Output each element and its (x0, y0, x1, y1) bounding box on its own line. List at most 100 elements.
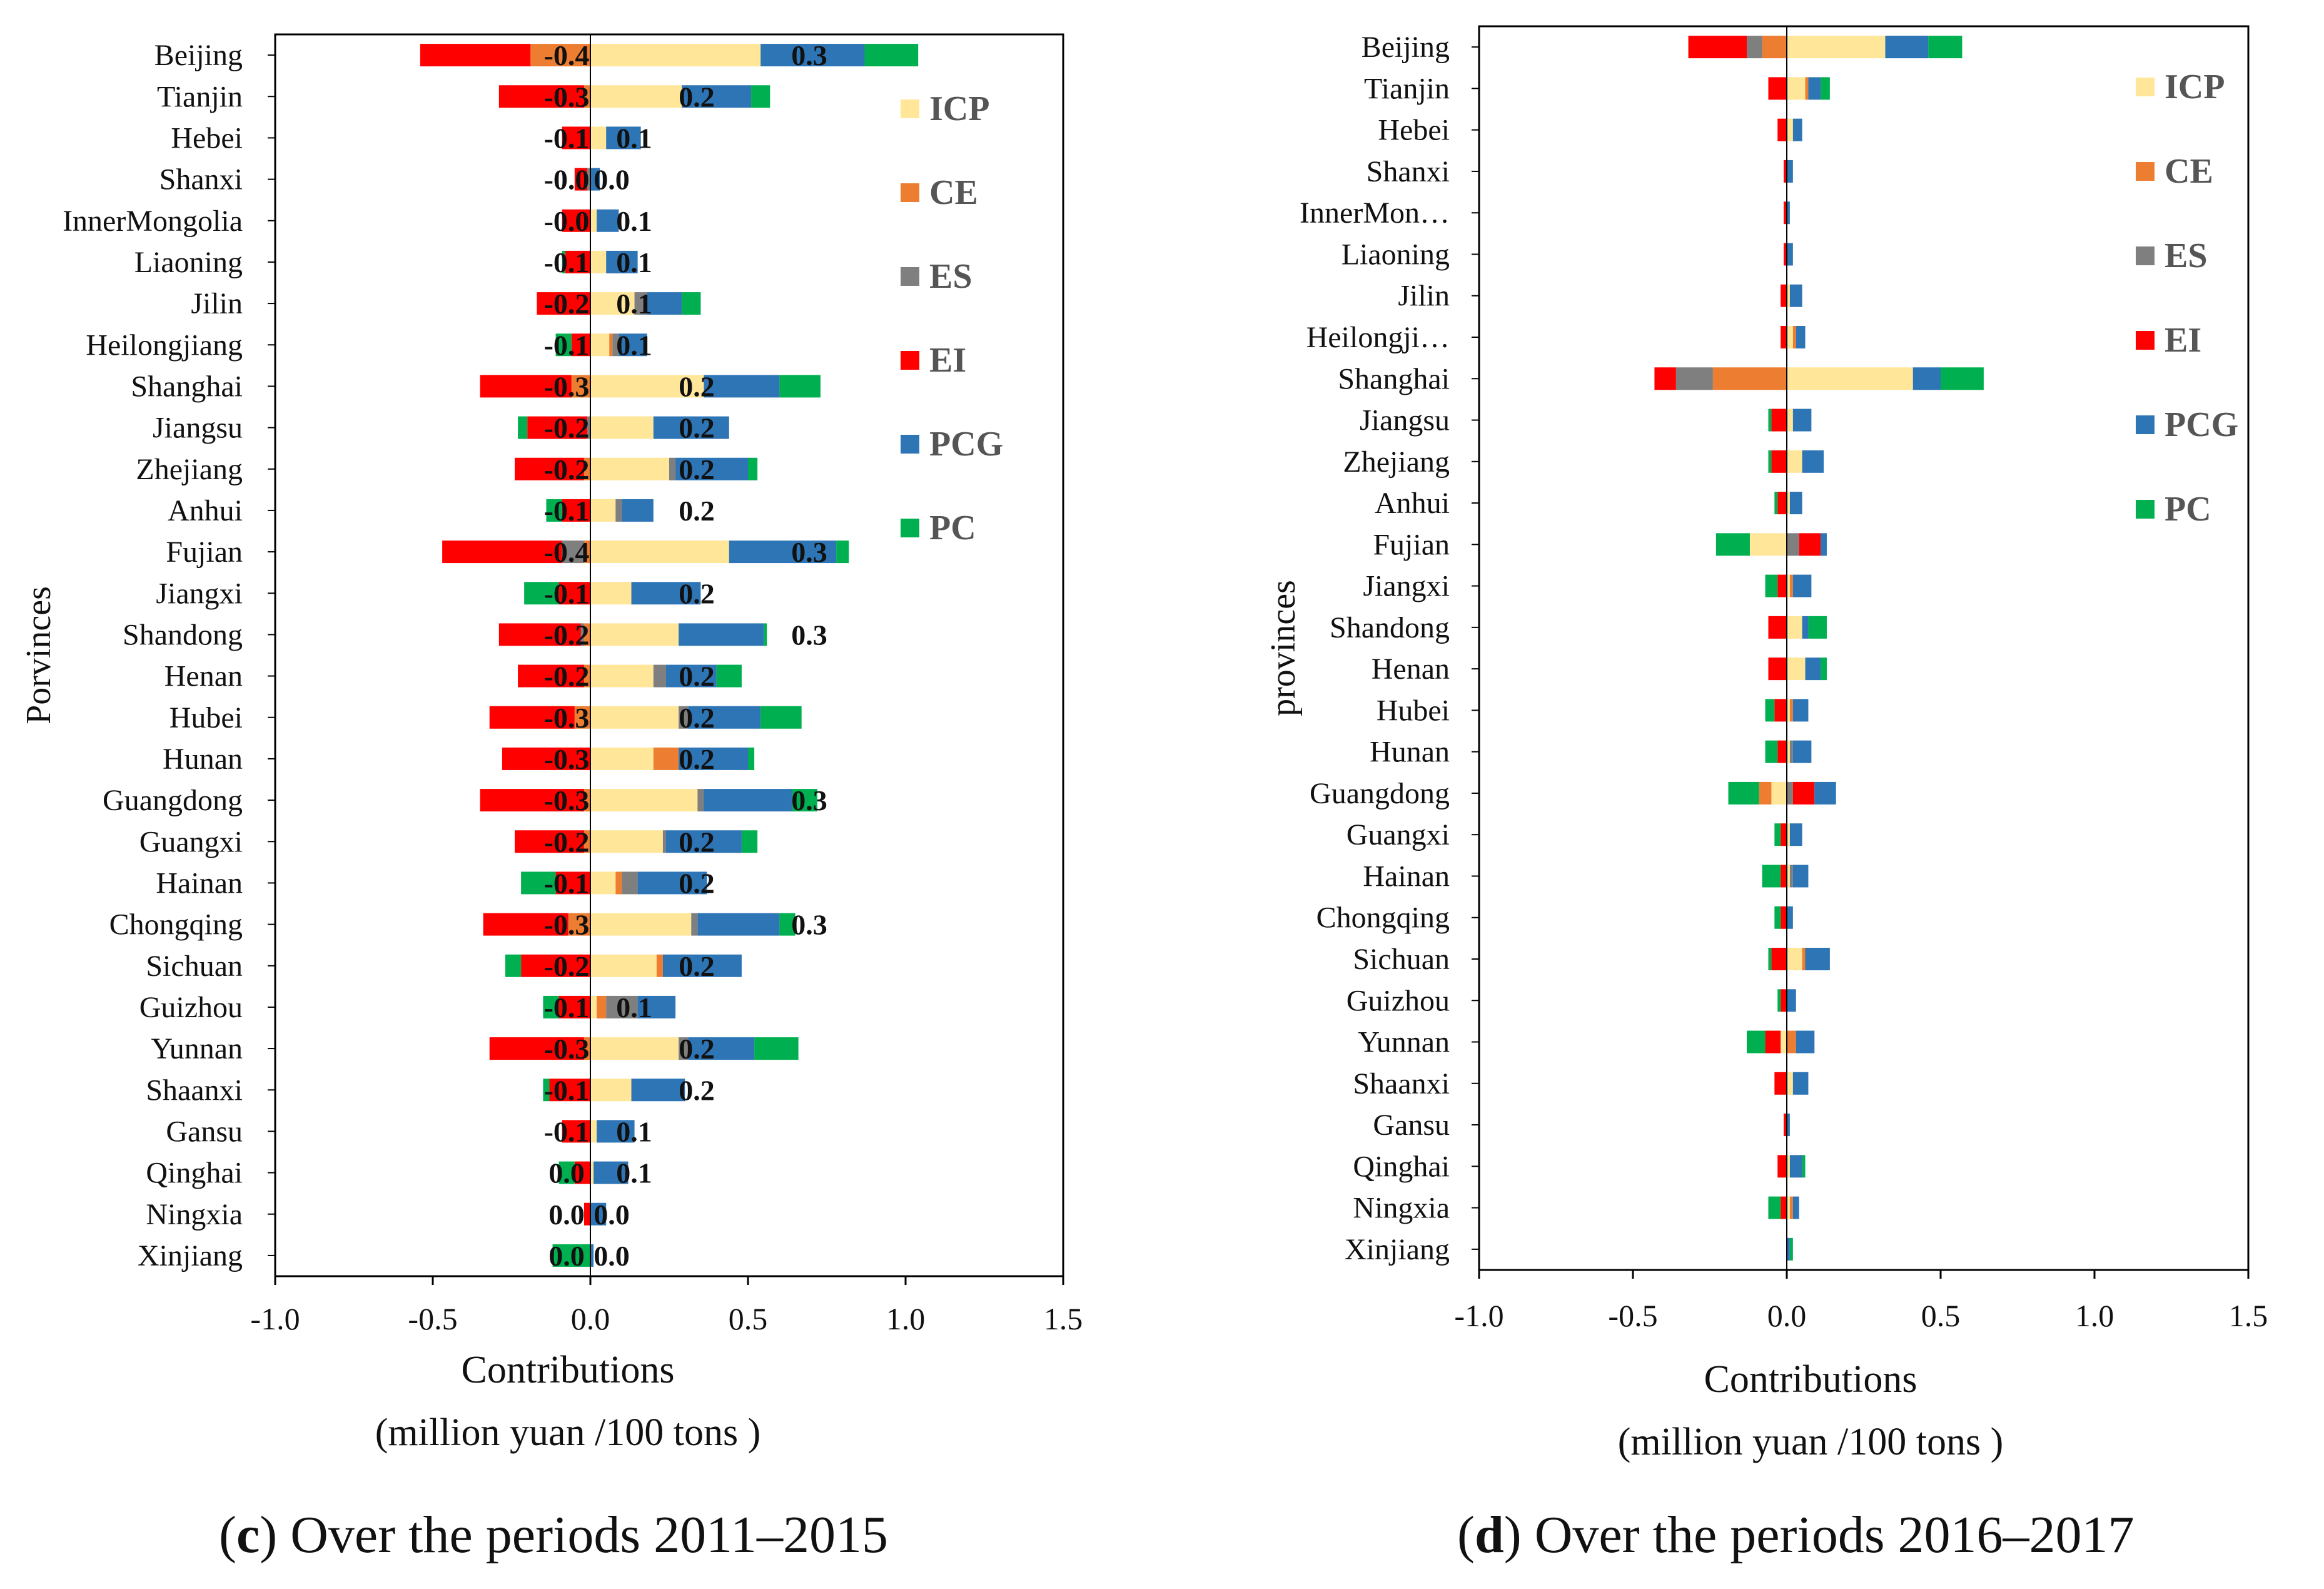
bar-segment-ei (1768, 77, 1787, 100)
bar-segment-es (691, 913, 698, 936)
legend-swatch-pcg (901, 435, 919, 454)
bar-segment-ei (537, 292, 590, 315)
bar-segment-pcg (597, 1120, 635, 1143)
data-label-negative: -0.2 (544, 661, 590, 693)
bar-segment-icp (590, 582, 632, 605)
data-label-positive: 0.1 (616, 1115, 652, 1147)
data-label-negative: -0.3 (544, 909, 590, 941)
bar-segment-ce (656, 954, 663, 977)
bar-segment-ei (1768, 657, 1787, 681)
data-label-negative: 0.0 (548, 1240, 585, 1272)
bar-segment-icp (1787, 1072, 1793, 1095)
category-label: Tianjin (157, 80, 243, 113)
bar-segment-pc (1821, 657, 1827, 681)
bar-segment-ei (1771, 450, 1787, 473)
bar-segment-pcg (1796, 1030, 1815, 1053)
bar-segment-ei (518, 664, 584, 688)
bar-segment-pcg (679, 623, 764, 646)
bar-segment-pcg (653, 416, 729, 439)
bar-segment-ei (1784, 1114, 1787, 1137)
caption-panel-d: (d) Over the periods 2016–2017 (1457, 1506, 2135, 1564)
bar-segment-ei (1784, 243, 1787, 266)
data-label-positive: 0.2 (679, 577, 715, 609)
bar-segment-ei (571, 333, 590, 357)
category-label: Hunan (163, 743, 243, 776)
category-label: Henan (1372, 652, 1450, 686)
data-label-positive: 0.1 (616, 1157, 652, 1189)
bar-segment-pcg (1789, 492, 1802, 515)
category-label: Shaanxi (1353, 1067, 1450, 1100)
bar-segment-pc (1777, 989, 1781, 1012)
bar-segment-pcg (704, 375, 780, 398)
plot-area (1478, 25, 2250, 1271)
bar-segment-ei (1777, 118, 1787, 141)
bar-segment-icp (590, 913, 692, 936)
data-label-positive: 0.2 (679, 495, 715, 527)
bar-segment-ce (1789, 699, 1793, 722)
category-label: InnerMon… (1300, 196, 1450, 230)
bar-segment-icp (590, 706, 679, 729)
category-label: Gansu (1373, 1109, 1450, 1142)
bar-segment-pcg (647, 292, 682, 315)
bar-segment-icp (590, 1161, 594, 1184)
bar-segment-ei (1781, 906, 1787, 929)
data-label-positive: 0.3 (791, 619, 827, 651)
bar-segment-ce (1759, 781, 1772, 805)
bar-segment-pc (543, 1079, 550, 1102)
bar-segment-ce (1802, 948, 1806, 970)
bar-segment-es (580, 623, 584, 646)
bar-segment-pcg (590, 168, 600, 191)
legend-label-pcg: PCG (2165, 405, 2238, 444)
bar-segment-pc (1808, 616, 1827, 639)
category-label: Jiangxi (156, 577, 243, 610)
bar-segment-pc (741, 830, 758, 853)
data-label-positive: 0.1 (616, 288, 652, 320)
category-label: Fujian (166, 536, 243, 569)
category-label: Shaanxi (146, 1074, 243, 1107)
data-label-negative: -0.0 (544, 164, 590, 196)
chart-panel-d: -1.0 -0.5 0.0 0.5 1.0 1.5 Beijing Tianjin Hebei S… (1264, 25, 2268, 1463)
category-label: Chongqing (109, 908, 243, 942)
bar-segment-es (606, 995, 638, 1018)
bar-segment-pcg (1805, 657, 1821, 681)
data-label-positive: 0.2 (679, 1074, 715, 1106)
data-label-positive: 0.0 (594, 1240, 630, 1272)
bar-segment-ce (1762, 36, 1787, 59)
data-label-positive: 0.2 (679, 370, 715, 402)
bar-segment-pc (764, 623, 767, 646)
bar-segment-ce (574, 706, 590, 729)
bar-segment-pcg (688, 1037, 755, 1060)
category-label: Ningxia (146, 1198, 243, 1231)
legend-swatch-es (2136, 246, 2155, 265)
bar-segment-icp (590, 1079, 632, 1102)
bar-segment-icp (590, 126, 607, 150)
bar-segment-icp (590, 375, 704, 398)
bar-segment-es (1675, 367, 1713, 390)
legend-swatch-ce (901, 183, 919, 202)
bar-segment-ei (420, 44, 531, 67)
caption-letter-d: d (1474, 1506, 1504, 1564)
bar-segment-icp (590, 541, 729, 564)
data-label-negative: -0.3 (544, 784, 590, 816)
bar-segment-pcg (631, 582, 701, 605)
bar-segment-ei (1799, 533, 1821, 556)
bar-segment-ei (1781, 823, 1787, 846)
bar-segment-icp (1787, 948, 1802, 970)
bar-segment-icp (1787, 118, 1793, 141)
bar-segment-es (679, 1037, 689, 1060)
category-label: Shandong (1330, 611, 1450, 644)
bar-segment-pcg (729, 541, 837, 564)
bar-segment-icp (590, 664, 654, 688)
bar-segment-icp (590, 333, 610, 357)
bar-segment-ei (515, 830, 584, 853)
plot-area (274, 33, 1064, 1277)
category-label: Hebei (171, 121, 243, 155)
x-tick-label: 0.0 (571, 1301, 610, 1336)
bar-segment-pc (546, 499, 562, 522)
bar-segment-ce (584, 85, 590, 108)
bar-segment-ei (555, 871, 590, 895)
bar-segment-icp (1787, 699, 1790, 722)
bar-segment-ei (558, 995, 590, 1018)
bar-segment-ei (502, 747, 590, 770)
bar-segment-pcg (1805, 948, 1830, 970)
